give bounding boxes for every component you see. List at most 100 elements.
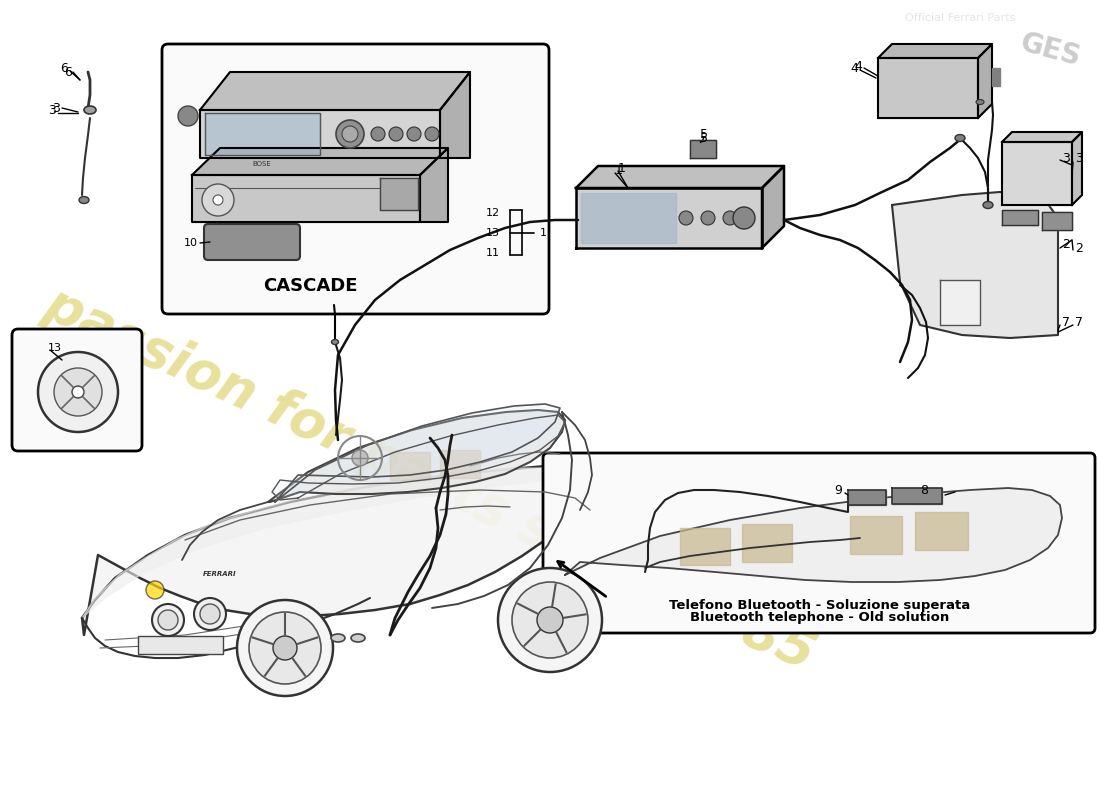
Circle shape: [371, 127, 385, 141]
Circle shape: [733, 207, 755, 229]
Text: 5: 5: [700, 131, 708, 145]
Circle shape: [352, 450, 368, 466]
Ellipse shape: [331, 634, 345, 642]
Polygon shape: [192, 175, 420, 222]
Polygon shape: [1042, 212, 1072, 230]
Circle shape: [336, 120, 364, 148]
Text: Official Ferrari Parts: Official Ferrari Parts: [905, 13, 1015, 23]
Circle shape: [498, 568, 602, 672]
Polygon shape: [440, 450, 480, 478]
Text: 4: 4: [850, 62, 858, 74]
Text: BOSE: BOSE: [253, 161, 272, 167]
Ellipse shape: [976, 99, 984, 105]
Circle shape: [200, 604, 220, 624]
Polygon shape: [268, 410, 565, 502]
FancyBboxPatch shape: [12, 329, 142, 451]
Circle shape: [342, 126, 358, 142]
Text: 8: 8: [920, 483, 928, 497]
Circle shape: [178, 106, 198, 126]
Polygon shape: [272, 415, 565, 500]
Text: passion for parts since 1985: passion for parts since 1985: [36, 278, 823, 682]
Polygon shape: [390, 452, 430, 480]
FancyBboxPatch shape: [543, 453, 1094, 633]
Polygon shape: [680, 528, 730, 565]
Ellipse shape: [84, 106, 96, 114]
Polygon shape: [565, 488, 1062, 582]
Circle shape: [54, 368, 102, 416]
Polygon shape: [878, 44, 992, 58]
Circle shape: [679, 211, 693, 225]
Polygon shape: [1002, 142, 1072, 205]
Polygon shape: [192, 148, 448, 175]
Ellipse shape: [79, 197, 89, 203]
Polygon shape: [576, 166, 784, 188]
Polygon shape: [1002, 210, 1038, 225]
Circle shape: [72, 386, 84, 398]
Circle shape: [723, 211, 737, 225]
Text: Telefono Bluetooth - Soluzione superata: Telefono Bluetooth - Soluzione superata: [670, 598, 970, 611]
Polygon shape: [992, 68, 1000, 86]
FancyBboxPatch shape: [162, 44, 549, 314]
Circle shape: [273, 636, 297, 660]
Circle shape: [236, 600, 333, 696]
Bar: [138, 636, 223, 654]
Text: 1: 1: [618, 162, 626, 174]
Text: 3: 3: [48, 103, 56, 117]
Polygon shape: [878, 58, 978, 118]
Text: FERRARI: FERRARI: [204, 571, 236, 577]
Text: 2: 2: [1075, 242, 1082, 254]
Text: 4: 4: [854, 59, 862, 73]
Polygon shape: [762, 166, 784, 248]
Text: 3: 3: [1062, 151, 1070, 165]
Text: 5: 5: [700, 129, 708, 142]
Ellipse shape: [351, 634, 365, 642]
Polygon shape: [200, 110, 440, 158]
Polygon shape: [440, 72, 470, 158]
Polygon shape: [379, 178, 418, 210]
Text: 1: 1: [615, 163, 623, 177]
Polygon shape: [420, 148, 448, 222]
Text: 9: 9: [834, 483, 842, 497]
Text: 11: 11: [486, 248, 500, 258]
Text: 6: 6: [60, 62, 68, 74]
Circle shape: [249, 612, 321, 684]
Polygon shape: [82, 468, 595, 618]
Polygon shape: [205, 113, 320, 155]
Circle shape: [389, 127, 403, 141]
Polygon shape: [690, 140, 716, 158]
Circle shape: [152, 604, 184, 636]
Text: CASCADE: CASCADE: [263, 277, 358, 295]
Polygon shape: [978, 44, 992, 118]
Circle shape: [194, 598, 226, 630]
Circle shape: [202, 184, 234, 216]
Circle shape: [146, 581, 164, 599]
Circle shape: [425, 127, 439, 141]
Text: 1: 1: [540, 228, 547, 238]
Polygon shape: [848, 490, 886, 505]
Ellipse shape: [331, 339, 339, 345]
Polygon shape: [275, 404, 560, 502]
Circle shape: [158, 610, 178, 630]
Ellipse shape: [955, 134, 965, 142]
Polygon shape: [850, 516, 902, 554]
Ellipse shape: [983, 202, 993, 209]
Text: 3: 3: [52, 102, 60, 114]
Circle shape: [512, 582, 588, 658]
Polygon shape: [892, 488, 942, 504]
Polygon shape: [581, 193, 676, 243]
Polygon shape: [1002, 132, 1082, 142]
Polygon shape: [742, 524, 792, 562]
Circle shape: [213, 195, 223, 205]
Circle shape: [407, 127, 421, 141]
Circle shape: [39, 352, 118, 432]
Text: 6: 6: [64, 66, 72, 78]
Circle shape: [537, 607, 563, 633]
Polygon shape: [892, 192, 1058, 338]
Circle shape: [701, 211, 715, 225]
Polygon shape: [82, 460, 638, 635]
FancyBboxPatch shape: [204, 224, 300, 260]
Text: 3: 3: [1075, 151, 1082, 165]
Polygon shape: [1072, 132, 1082, 205]
Text: GES: GES: [1016, 29, 1084, 71]
Text: 2: 2: [1062, 238, 1070, 251]
